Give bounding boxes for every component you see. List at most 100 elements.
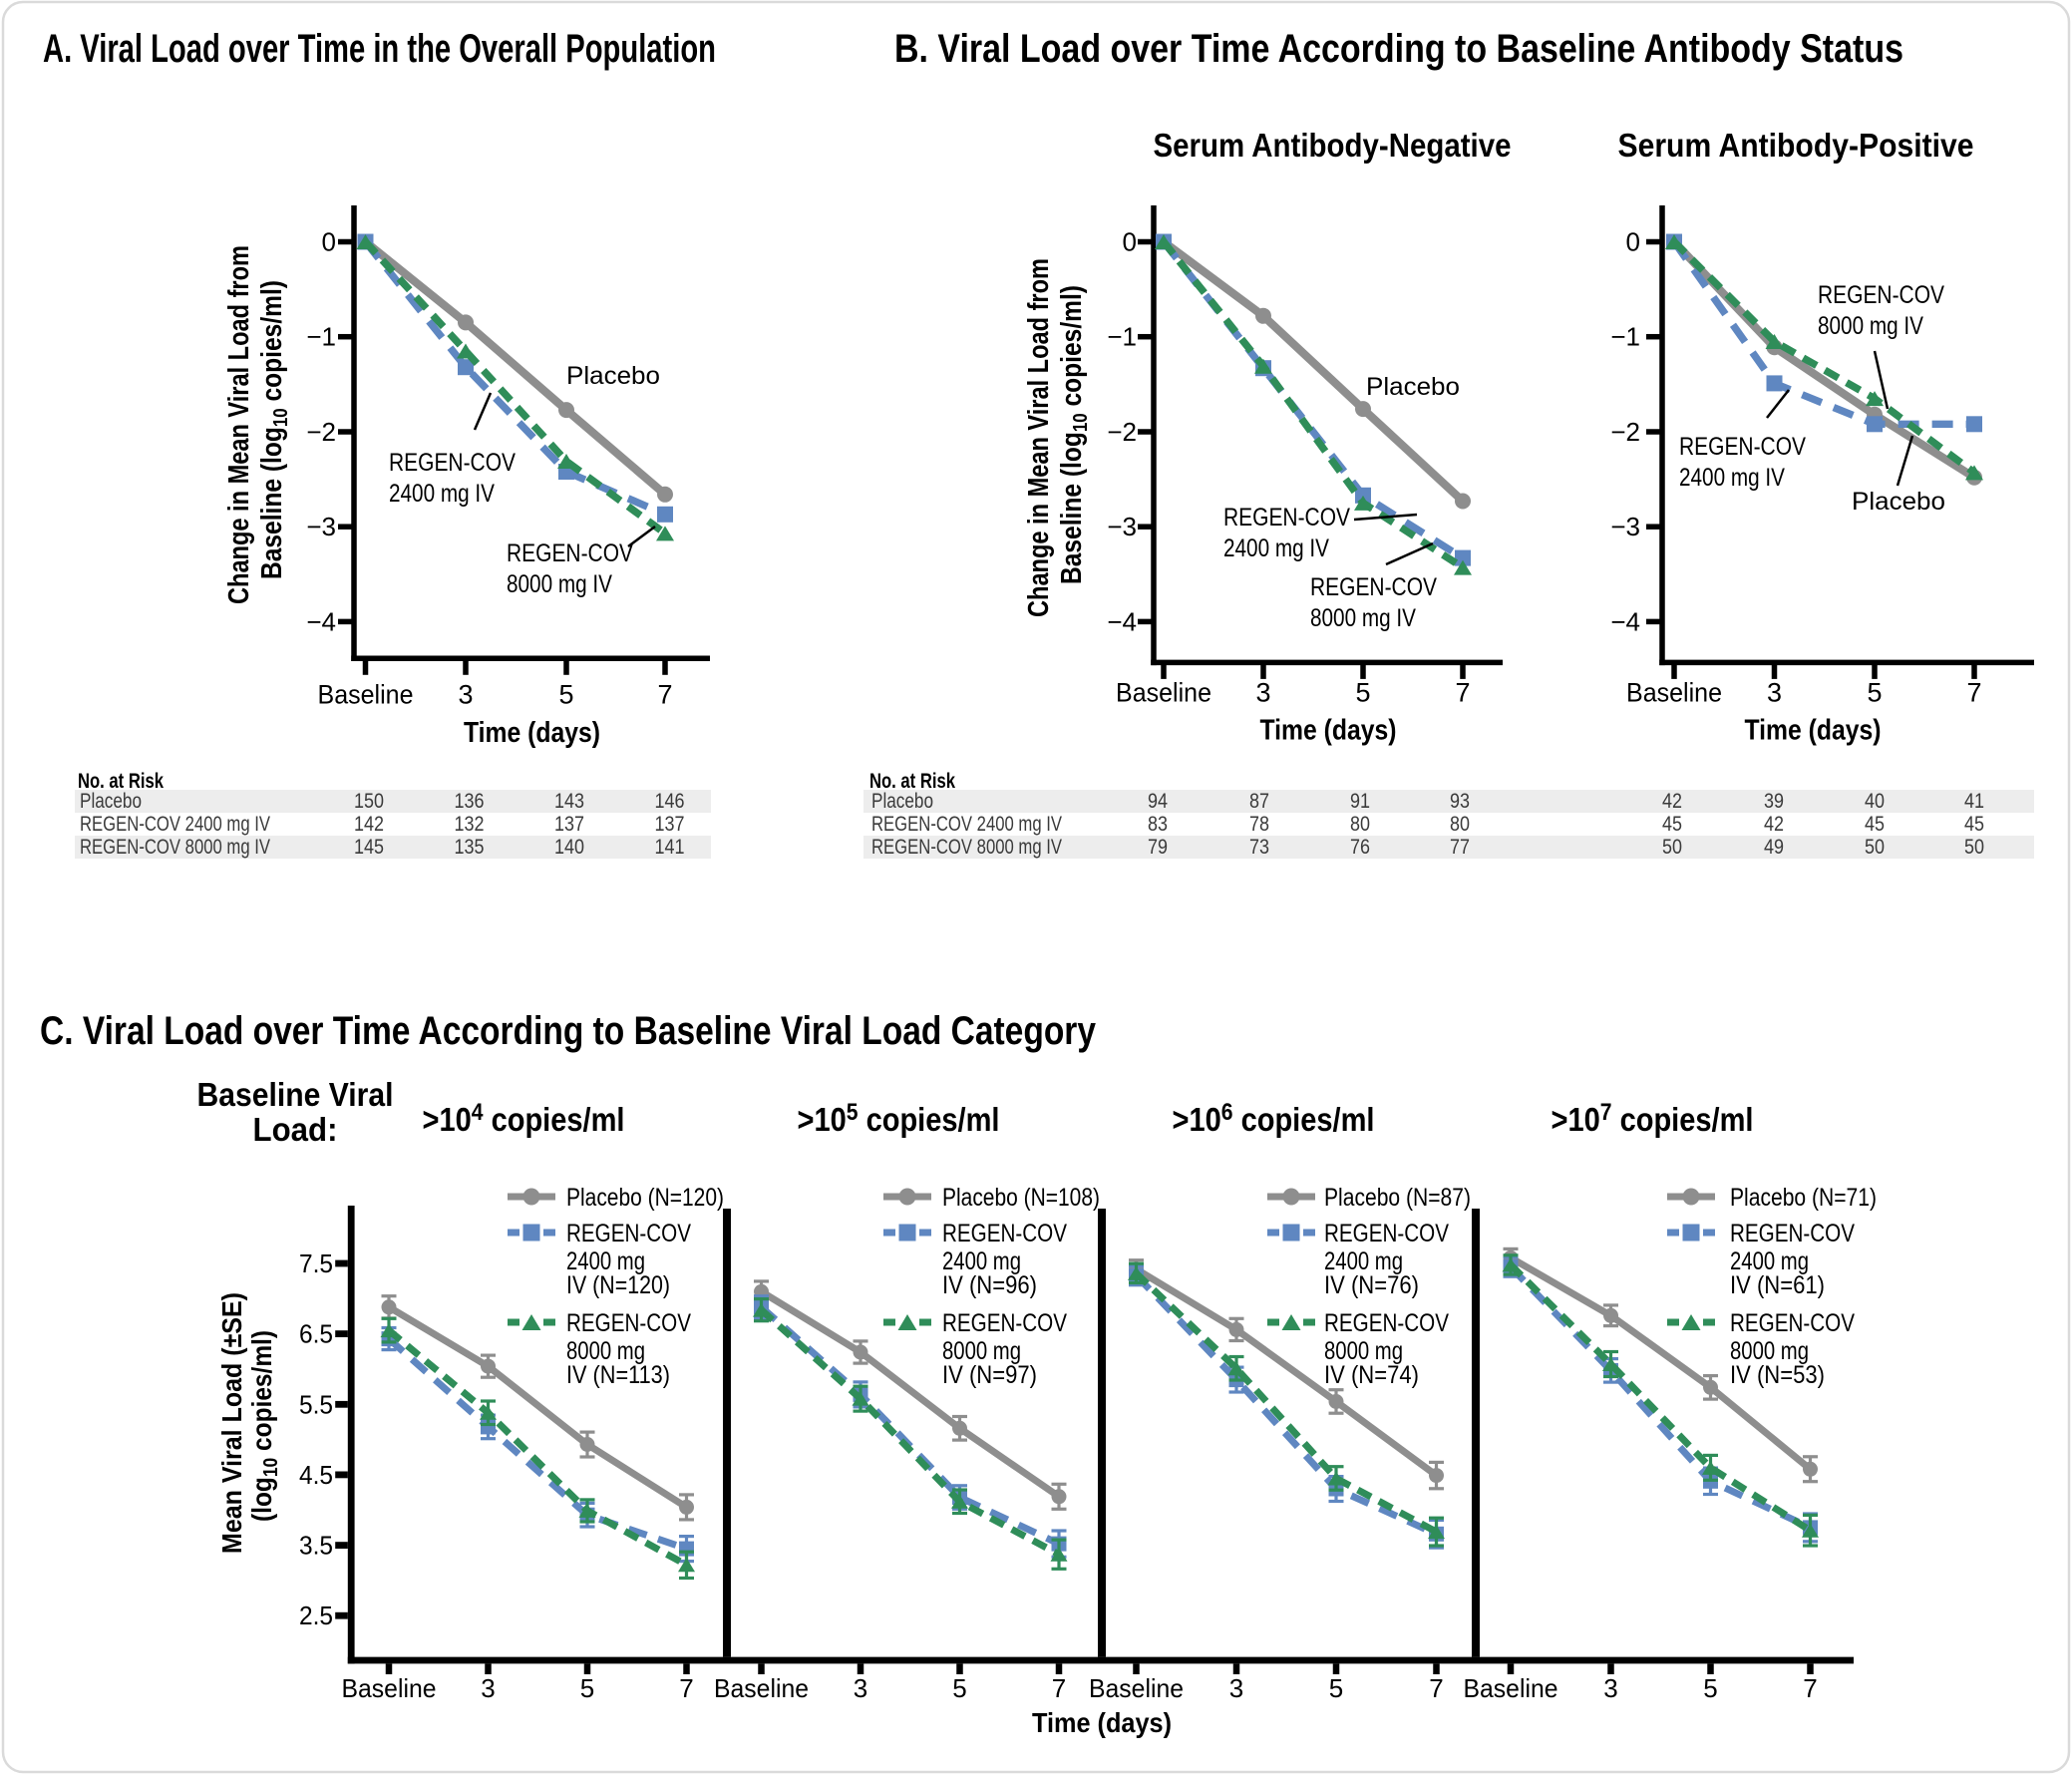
svg-text:5: 5 [1703, 1673, 1717, 1703]
svg-text:8000 mg IV: 8000 mg IV [1310, 604, 1416, 632]
svg-text:8000 mg: 8000 mg [1324, 1337, 1403, 1365]
svg-text:7: 7 [1455, 678, 1470, 708]
svg-text:4.5: 4.5 [299, 1460, 333, 1490]
svg-text:50: 50 [1964, 836, 1984, 859]
svg-text:150: 150 [354, 790, 384, 813]
svg-text:REGEN-COV: REGEN-COV [1324, 1309, 1449, 1337]
svg-text:IV (N=120): IV (N=120) [566, 1271, 670, 1299]
svg-text:136: 136 [455, 790, 485, 813]
svg-text:−4: −4 [1107, 606, 1137, 636]
svg-text:REGEN-COV 2400 mg IV: REGEN-COV 2400 mg IV [80, 813, 270, 836]
svg-text:2400 mg: 2400 mg [942, 1247, 1021, 1275]
svg-text:(log10 copies/ml): (log10 copies/ml) [246, 1330, 282, 1522]
svg-text:42: 42 [1764, 813, 1784, 836]
svg-text:IV (N=76): IV (N=76) [1324, 1271, 1419, 1299]
svg-text:IV (N=97): IV (N=97) [942, 1361, 1037, 1389]
svg-text:REGEN-COV 2400 mg IV: REGEN-COV 2400 mg IV [871, 813, 1062, 836]
svg-text:Baseline Viral: Baseline Viral [197, 1076, 394, 1113]
svg-text:>107 copies/ml: >107 copies/ml [1552, 1099, 1754, 1138]
svg-text:5: 5 [1329, 1673, 1343, 1703]
svg-text:45: 45 [1964, 813, 1984, 836]
svg-text:8000 mg: 8000 mg [942, 1337, 1021, 1365]
svg-text:145: 145 [354, 836, 384, 859]
svg-text:−3: −3 [1107, 512, 1137, 541]
svg-text:REGEN-COV: REGEN-COV [942, 1220, 1067, 1247]
svg-text:2.5: 2.5 [299, 1600, 333, 1630]
svg-text:Mean Viral Load (±SE): Mean Viral Load (±SE) [216, 1292, 247, 1554]
svg-text:3: 3 [1603, 1673, 1617, 1703]
svg-text:Baseline: Baseline [1464, 1673, 1558, 1703]
svg-text:41: 41 [1964, 790, 1984, 813]
svg-text:REGEN-COV: REGEN-COV [942, 1309, 1067, 1337]
svg-text:Baseline (log10 copies/ml): Baseline (log10 copies/ml) [256, 280, 292, 579]
svg-text:87: 87 [1249, 790, 1269, 813]
svg-text:45: 45 [1865, 813, 1885, 836]
svg-text:3.5: 3.5 [299, 1531, 333, 1561]
svg-text:No. at Risk: No. at Risk [78, 770, 164, 793]
svg-text:3: 3 [1767, 678, 1782, 708]
svg-text:49: 49 [1764, 836, 1784, 859]
svg-text:50: 50 [1865, 836, 1885, 859]
svg-text:5: 5 [1355, 678, 1370, 708]
svg-text:−1: −1 [1610, 322, 1640, 352]
svg-text:6.5: 6.5 [299, 1319, 333, 1349]
svg-text:146: 146 [655, 790, 685, 813]
svg-text:>106 copies/ml: >106 copies/ml [1173, 1099, 1375, 1138]
svg-text:3: 3 [458, 680, 473, 710]
svg-text:REGEN-COV: REGEN-COV [1223, 504, 1350, 532]
svg-text:Time (days): Time (days) [1260, 715, 1397, 747]
svg-text:−2: −2 [1610, 417, 1640, 447]
svg-text:Baseline: Baseline [342, 1673, 437, 1703]
svg-text:Baseline: Baseline [1116, 678, 1211, 708]
svg-text:2400 mg: 2400 mg [1730, 1247, 1809, 1275]
svg-text:42: 42 [1662, 790, 1682, 813]
svg-text:Time (days): Time (days) [1032, 1707, 1172, 1738]
svg-text:IV (N=74): IV (N=74) [1324, 1361, 1419, 1389]
svg-text:7: 7 [679, 1673, 693, 1703]
svg-text:>105 copies/ml: >105 copies/ml [798, 1099, 1000, 1138]
svg-text:Serum Antibody-Positive: Serum Antibody-Positive [1618, 127, 1974, 164]
svg-text:Placebo: Placebo [871, 790, 933, 813]
svg-text:IV (N=113): IV (N=113) [566, 1361, 670, 1389]
svg-text:Placebo (N=71): Placebo (N=71) [1730, 1184, 1877, 1212]
svg-text:143: 143 [554, 790, 584, 813]
svg-text:132: 132 [455, 813, 485, 836]
svg-text:−4: −4 [1610, 606, 1640, 636]
svg-text:3: 3 [854, 1673, 867, 1703]
svg-text:REGEN-COV: REGEN-COV [566, 1309, 691, 1337]
svg-text:Placebo (N=87): Placebo (N=87) [1324, 1184, 1471, 1212]
svg-text:94: 94 [1148, 790, 1168, 813]
svg-text:A. Viral Load over Time in the: A. Viral Load over Time in the Overall P… [43, 27, 716, 71]
svg-text:2400 mg IV: 2400 mg IV [1679, 464, 1785, 492]
svg-text:REGEN-COV: REGEN-COV [1730, 1220, 1855, 1247]
svg-text:8000 mg IV: 8000 mg IV [1818, 312, 1923, 340]
svg-text:7: 7 [1052, 1673, 1066, 1703]
svg-text:−3: −3 [1610, 512, 1640, 541]
svg-text:7: 7 [1966, 678, 1981, 708]
svg-text:73: 73 [1249, 836, 1269, 859]
svg-text:Baseline: Baseline [1089, 1673, 1184, 1703]
svg-text:79: 79 [1148, 836, 1168, 859]
svg-text:50: 50 [1662, 836, 1682, 859]
svg-text:IV (N=53): IV (N=53) [1730, 1361, 1825, 1389]
svg-text:Change in Mean Viral Load from: Change in Mean Viral Load from [223, 245, 255, 604]
svg-text:−4: −4 [306, 606, 336, 636]
svg-text:135: 135 [455, 836, 485, 859]
svg-text:8000 mg: 8000 mg [566, 1337, 645, 1365]
svg-text:2400 mg: 2400 mg [566, 1247, 645, 1275]
svg-text:Change in Mean Viral Load from: Change in Mean Viral Load from [1023, 258, 1055, 617]
svg-text:2400 mg: 2400 mg [1324, 1247, 1403, 1275]
svg-text:−2: −2 [1107, 417, 1137, 447]
svg-text:5: 5 [952, 1673, 966, 1703]
svg-text:8000 mg IV: 8000 mg IV [507, 570, 612, 598]
svg-text:2400 mg IV: 2400 mg IV [389, 480, 495, 508]
svg-text:91: 91 [1350, 790, 1370, 813]
svg-text:Time (days): Time (days) [1745, 715, 1882, 747]
svg-text:142: 142 [354, 813, 384, 836]
svg-text:REGEN-COV: REGEN-COV [1679, 433, 1806, 461]
svg-text:Placebo: Placebo [1852, 488, 1945, 516]
svg-text:−1: −1 [306, 322, 336, 352]
svg-text:REGEN-COV 8000 mg IV: REGEN-COV 8000 mg IV [871, 836, 1062, 859]
svg-text:3: 3 [481, 1673, 495, 1703]
svg-text:2400 mg IV: 2400 mg IV [1223, 534, 1329, 562]
